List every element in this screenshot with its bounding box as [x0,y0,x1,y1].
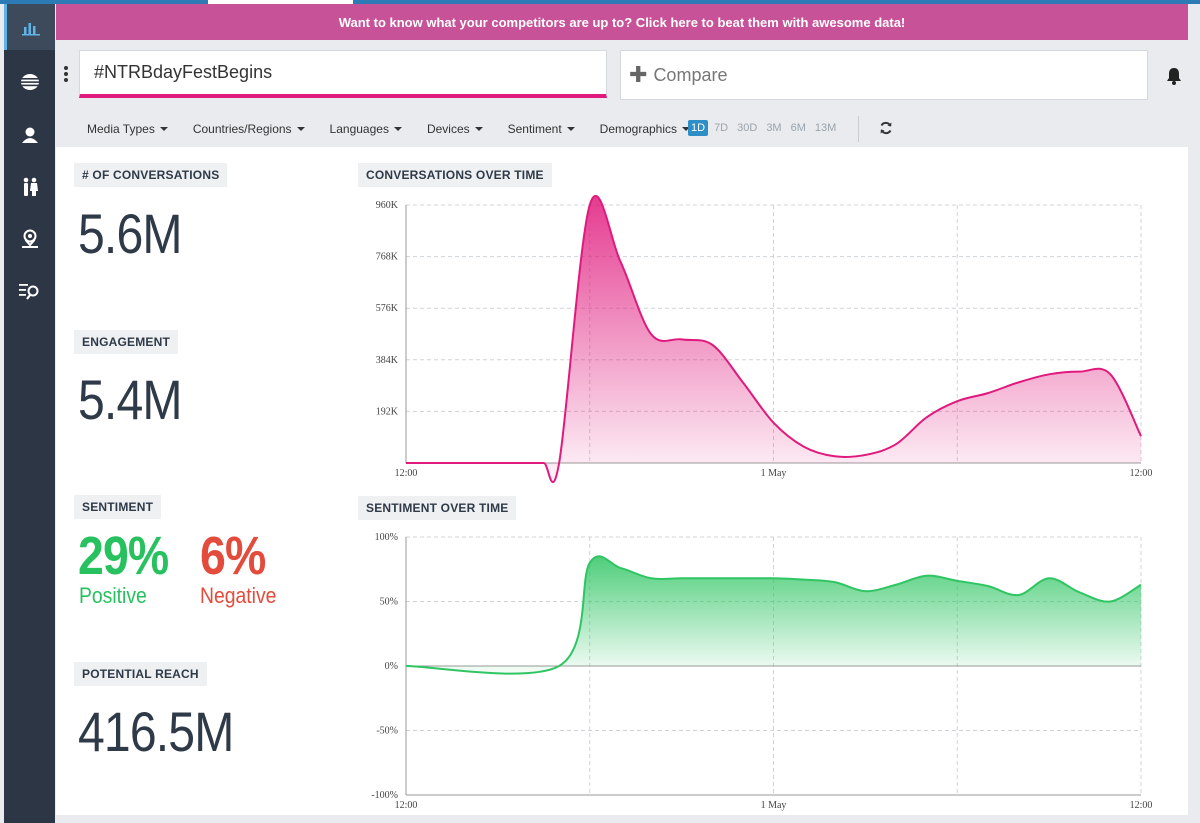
search-input[interactable] [92,61,606,84]
conv-x-tick-label: 12:00 [395,468,418,479]
filter-media-types[interactable]: Media Types [87,122,168,136]
filter-bar: Media Types Countries/Regions Languages … [87,118,715,140]
nav-location[interactable] [4,216,55,262]
sentiment-chart-title: SENTIMENT OVER TIME [358,496,517,520]
caret-down-icon [566,127,575,131]
reach-value: 416.5M [78,700,234,763]
engagement-value: 5.4M [78,368,182,431]
sent-series-line [405,555,1142,675]
nav-sources[interactable] [4,59,55,105]
sent-y-tick-label: -100% [371,790,398,801]
filter-devices[interactable]: Devices [427,122,483,136]
divider [858,116,859,142]
bell-icon[interactable] [1164,66,1184,86]
caret-down-icon [474,127,483,131]
sent-y-tick-label: 0% [385,661,398,672]
negative-value: 6% [200,526,266,586]
nav-search-list[interactable] [4,268,55,314]
caret-down-icon [296,127,305,131]
sent-x-tick-label: 12:00 [1130,800,1153,811]
conv-y-tick-label: 192K [376,406,399,417]
refresh-icon[interactable] [879,121,893,135]
caret-down-icon [159,127,168,131]
sent-x-tick-label: 12:00 [395,800,418,811]
people-icon [23,177,38,196]
filter-sentiment[interactable]: Sentiment [508,122,575,136]
conv-y-tick-label: 768K [376,252,399,263]
dashboard-panel: # OF CONVERSATIONS 5.6M ENGAGEMENT 5.4M … [56,147,1188,815]
caret-down-icon [682,127,691,131]
range-13m[interactable]: 13M [814,122,837,134]
bar-chart-icon [22,23,40,36]
globe-lines-icon [19,74,40,90]
conversations-value: 5.6M [78,202,182,265]
caret-down-icon [393,127,402,131]
positive-label: Positive [79,583,147,608]
conversations-chart: 192K 384K 576K 768K 960K 12:00 1 May 12:00 [376,195,1153,483]
sentiment-label: SENTIMENT [74,495,162,519]
range-1d[interactable]: 1D [688,120,709,136]
conv-area [406,195,1141,483]
time-range-selector: 1D 7D 30D 3M 6M 13M [688,120,839,136]
engagement-label: ENGAGEMENT [74,330,179,354]
promo-banner[interactable]: Want to know what your competitors are u… [56,4,1188,40]
user-icon [21,127,38,143]
range-30d[interactable]: 30D [737,122,758,134]
compare-label: Compare [653,64,728,85]
sent-y-tick-label: 100% [375,532,398,543]
search-field[interactable] [79,50,607,98]
conv-y-tick-label: 576K [376,303,399,314]
list-search-icon [18,284,38,300]
plus-icon: ✚ [629,62,648,87]
nav-demographics[interactable] [4,164,55,210]
conv-x-tick-label: 12:00 [1130,468,1153,479]
conv-y-tick-label: 960K [376,200,399,211]
conv-series-line [406,195,1142,483]
positive-value: 29% [78,526,169,586]
negative-label: Negative [200,583,277,608]
conversations-label: # OF CONVERSATIONS [74,163,228,187]
range-3m[interactable]: 3M [766,122,782,134]
nav-analytics[interactable] [4,4,55,50]
filter-demographics[interactable]: Demographics [600,122,691,136]
range-6m[interactable]: 6M [790,122,806,134]
location-user-icon [21,229,38,248]
filter-countries-regions[interactable]: Countries/Regions [193,122,305,136]
conversations-chart-title: CONVERSATIONS OVER TIME [358,163,552,187]
sent-x-tick-label: 1 May [761,800,787,811]
sent-y-tick-label: -50% [376,726,398,737]
filter-languages[interactable]: Languages [330,122,402,136]
top-accent-bar [0,0,1200,4]
range-7d[interactable]: 7D [714,122,729,134]
conv-x-tick-label: 1 May [761,468,787,479]
compare-button[interactable]: ✚ Compare [620,50,1148,100]
reach-label: POTENTIAL REACH [74,662,207,686]
more-options-icon[interactable] [62,64,70,88]
sent-area [406,556,1141,674]
nav-audience[interactable] [4,112,55,158]
sent-y-tick-label: 50% [380,597,398,608]
conv-y-tick-label: 384K [376,355,399,366]
sidebar [4,4,55,823]
sentiment-chart: -100% -50% 0% 50% 100% 12:00 1 May 12:00 [371,532,1153,811]
